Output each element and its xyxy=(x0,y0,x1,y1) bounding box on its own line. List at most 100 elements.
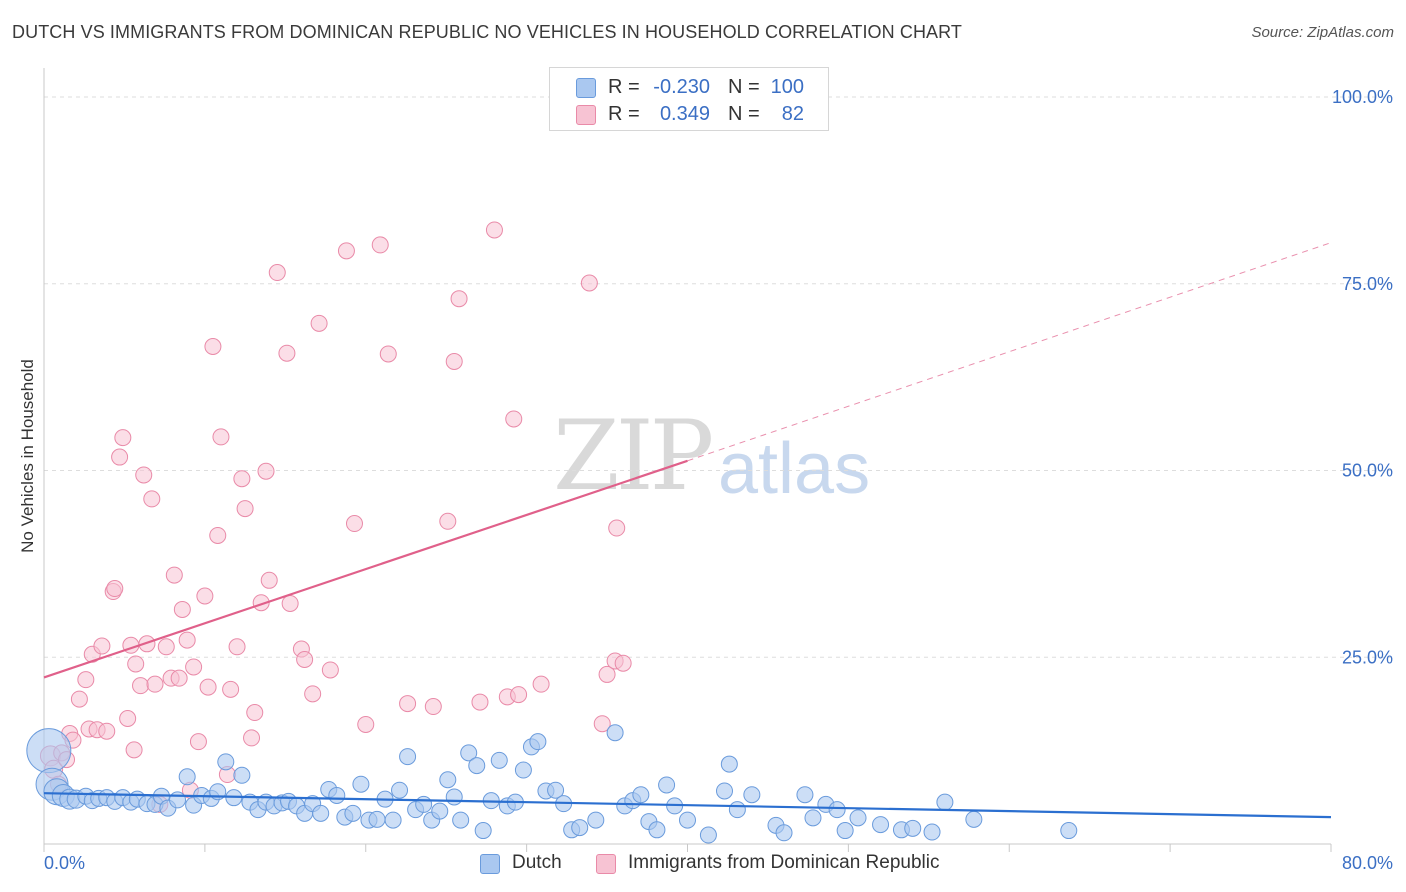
dr-point xyxy=(598,665,616,683)
dr-point xyxy=(268,264,286,282)
dutch-point xyxy=(26,728,72,774)
dutch-point xyxy=(728,801,746,819)
dr-point xyxy=(485,221,503,239)
dutch-point xyxy=(648,821,666,839)
dr-point xyxy=(246,704,264,722)
dr-point xyxy=(337,242,355,260)
dr-point xyxy=(310,314,328,332)
dr-point xyxy=(236,500,254,518)
dutch-point xyxy=(743,786,761,804)
x-tick-label: 0.0% xyxy=(44,853,85,873)
dr-point xyxy=(580,274,598,292)
dutch-point xyxy=(368,810,386,828)
dr-point xyxy=(157,638,175,656)
dutch-point xyxy=(872,816,890,834)
bottom-legend-label-dr: Immigrants from Dominican Republic xyxy=(628,852,940,873)
dutch-point xyxy=(804,809,822,827)
dr-point xyxy=(593,715,611,733)
dr-point xyxy=(114,429,132,447)
dr-point xyxy=(278,344,296,362)
dutch-point xyxy=(849,809,867,827)
dr-trend-extension xyxy=(687,242,1332,462)
legend-r-value: -0.230 xyxy=(653,76,710,98)
dr-point xyxy=(170,669,188,687)
dr-point xyxy=(222,680,240,698)
dutch-point xyxy=(658,776,676,794)
dr-point xyxy=(445,352,463,370)
dr-point xyxy=(450,290,468,308)
dr-point xyxy=(125,741,143,759)
dr-point xyxy=(196,587,214,605)
legend-r-label: R = xyxy=(608,103,640,125)
dutch-point xyxy=(796,786,814,804)
legend-swatch-dr xyxy=(576,105,596,125)
dutch-point xyxy=(468,757,486,775)
legend-r-value: 0.349 xyxy=(659,103,710,125)
dr-point xyxy=(260,571,278,589)
dr-point xyxy=(399,695,417,713)
dutch-point xyxy=(606,724,624,742)
dr-point xyxy=(371,236,389,254)
dr-point xyxy=(212,428,230,446)
dr-point xyxy=(505,410,523,428)
dutch-point xyxy=(439,771,457,789)
dutch-point xyxy=(514,761,532,779)
dr-point xyxy=(199,678,217,696)
dr-point xyxy=(70,690,88,708)
dutch-point xyxy=(775,824,793,842)
dr-point xyxy=(165,566,183,584)
dutch-point xyxy=(312,804,330,822)
legend-n-value: 82 xyxy=(781,103,804,125)
dr-point xyxy=(77,671,95,689)
x-tick-label: 80.0% xyxy=(1342,853,1393,873)
legend-row-dr: R = 0.349 N = 82 xyxy=(550,101,828,127)
dutch-point xyxy=(828,801,846,819)
source-note: Source: ZipAtlas.com xyxy=(1251,24,1394,41)
dr-point xyxy=(471,693,489,711)
dutch-point xyxy=(474,822,492,840)
dr-point xyxy=(532,675,550,693)
y-tick-label: 100.0% xyxy=(1332,87,1393,107)
dutch-point xyxy=(445,788,463,806)
dr-point xyxy=(98,722,116,740)
dr-point xyxy=(146,675,164,693)
bottom-legend-swatch-dutch xyxy=(480,854,500,874)
dr-point xyxy=(178,631,196,649)
dr-trend-line xyxy=(43,459,688,679)
dutch-point xyxy=(699,826,717,844)
dutch-point xyxy=(632,786,650,804)
dr-point xyxy=(345,515,363,533)
y-tick-label: 75.0% xyxy=(1342,274,1393,294)
chart-title: DUTCH VS IMMIGRANTS FROM DOMINICAN REPUB… xyxy=(12,22,963,42)
dr-point xyxy=(106,580,124,598)
legend-n-label: N = xyxy=(728,103,760,125)
dutch-point xyxy=(571,819,589,837)
dr-point xyxy=(127,655,145,673)
dutch-point xyxy=(352,775,370,793)
dutch-trend-line xyxy=(43,792,1332,819)
dr-point xyxy=(281,594,299,612)
dutch-point xyxy=(178,768,196,786)
dutch-point xyxy=(1060,822,1078,840)
bottom-legend-swatch-dr xyxy=(596,854,616,874)
dutch-point xyxy=(391,781,409,799)
watermark-zip: ZIP xyxy=(553,400,714,512)
dr-point xyxy=(357,715,375,733)
dutch-point xyxy=(679,811,696,829)
dr-point xyxy=(143,490,161,508)
dutch-point xyxy=(415,795,433,813)
dr-point xyxy=(189,733,207,751)
dutch-point xyxy=(936,793,954,811)
dr-point xyxy=(510,686,528,704)
dr-point xyxy=(243,729,261,747)
dr-point xyxy=(608,519,626,537)
bottom-legend-label-dutch: Dutch xyxy=(512,852,562,873)
dr-point xyxy=(614,654,632,672)
dr-point xyxy=(424,698,442,716)
dr-point xyxy=(204,337,222,355)
dr-point xyxy=(111,448,129,466)
dr-point xyxy=(93,637,111,655)
dr-point xyxy=(228,638,246,656)
dutch-point xyxy=(169,791,187,809)
